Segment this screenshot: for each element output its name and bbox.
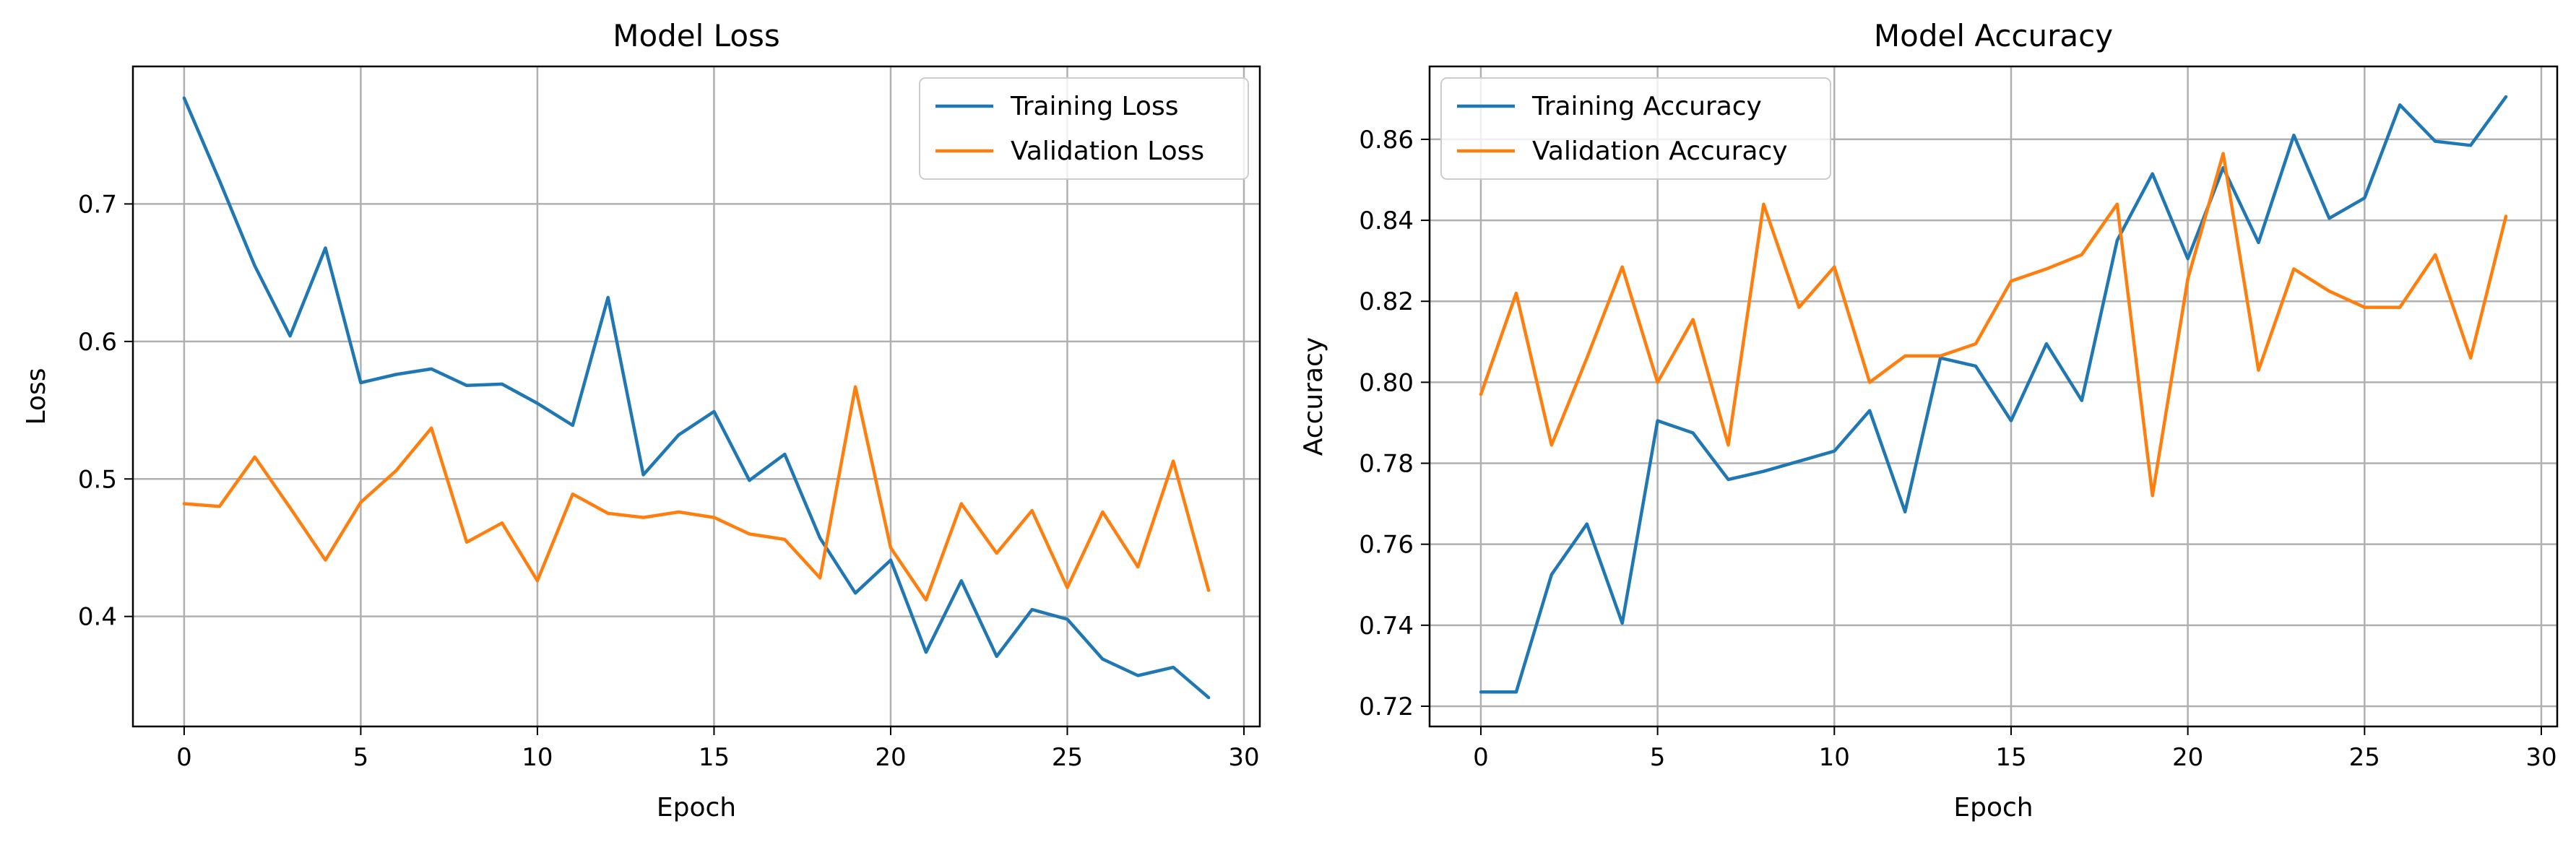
accuracy-chart-y-tick-label: 0.74 <box>1359 612 1414 641</box>
accuracy-chart-frame <box>1428 65 2559 728</box>
accuracy-chart-y-tick-label: 0.84 <box>1359 207 1414 235</box>
accuracy-chart-x-tick-label: 25 <box>2349 743 2380 772</box>
accuracy-chart-x-tick-label: 10 <box>1819 743 1850 772</box>
accuracy-chart-y-tick-label: 0.86 <box>1359 126 1414 155</box>
loss-chart-frame <box>131 65 1261 728</box>
loss-chart-x-tick-label: 0 <box>176 743 192 772</box>
accuracy-chart-series-line-training <box>1479 95 2508 694</box>
loss-chart-legend-box <box>919 77 1249 180</box>
loss-chart: 0 5 10 15 20 25 30 0.4 0.5 0.6 0.7 Model Loss Epoc… <box>22 18 1261 823</box>
loss-chart-y-axis-label: Loss <box>22 368 51 425</box>
accuracy-chart-y-tick-label: 0.78 <box>1359 450 1414 479</box>
loss-chart-series-line-validation <box>182 385 1211 602</box>
loss-chart-y-tick-label: 0.4 <box>78 603 117 632</box>
loss-chart-title: Model Loss <box>613 18 780 53</box>
loss-chart-x-tick-label: 30 <box>1228 743 1259 772</box>
accuracy-chart-legend-label: Validation Accuracy <box>1532 136 1788 166</box>
loss-chart-legend: Training Loss Validation Loss <box>919 77 1249 180</box>
loss-chart-x-tick-label: 25 <box>1052 743 1083 772</box>
accuracy-chart-x-tick-label: 5 <box>1650 743 1666 772</box>
accuracy-chart-legend-box <box>1440 77 1831 180</box>
loss-chart-series-line-training <box>182 96 1211 700</box>
accuracy-chart-y-tick-label: 0.76 <box>1359 531 1414 560</box>
accuracy-chart-x-axis-label: Epoch <box>1953 793 2033 823</box>
loss-chart-series <box>182 96 1211 700</box>
accuracy-chart-x-tick-label: 30 <box>2525 743 2556 772</box>
loss-chart-x-tick-label: 20 <box>875 743 906 772</box>
loss-chart-y-tick-label: 0.5 <box>78 465 117 494</box>
accuracy-chart-y-tick-label: 0.82 <box>1359 287 1414 316</box>
loss-chart-y-tick-label: 0.7 <box>78 190 117 219</box>
loss-chart-x-tick-label: 15 <box>699 743 730 772</box>
accuracy-chart-legend: Training Accuracy Validation Accuracy <box>1440 77 1831 180</box>
loss-chart-y-tick-label: 0.6 <box>78 328 117 357</box>
accuracy-chart-y-tick-label: 0.80 <box>1359 368 1414 397</box>
loss-chart-legend-label: Validation Loss <box>1011 136 1204 166</box>
accuracy-chart-y-tick-label: 0.72 <box>1359 693 1414 721</box>
loss-chart-legend-label: Training Loss <box>1010 92 1178 121</box>
accuracy-chart: 0 5 10 15 20 25 30 0.72 0.74 0.76 0.78 0.80 0.82 0.84… <box>1299 18 2559 823</box>
accuracy-chart-x-tick-label: 20 <box>2172 743 2203 772</box>
accuracy-chart-series-line-validation <box>1479 152 2508 498</box>
loss-chart-x-tick-label: 5 <box>353 743 369 772</box>
loss-chart-x-axis-label: Epoch <box>657 793 736 823</box>
accuracy-chart-legend-label: Training Accuracy <box>1531 92 1762 121</box>
accuracy-chart-ticks: 0 5 10 15 20 25 30 0.72 0.74 0.76 0.78 0.80 0.82 0.84… <box>1359 126 2556 772</box>
accuracy-chart-title: Model Accuracy <box>1874 18 2113 53</box>
loss-chart-x-tick-label: 10 <box>522 743 553 772</box>
accuracy-chart-y-axis-label: Accuracy <box>1299 337 1328 456</box>
accuracy-chart-x-tick-label: 0 <box>1473 743 1489 772</box>
loss-chart-ticks: 0 5 10 15 20 25 30 0.4 0.5 0.6 0.7 <box>78 190 1260 772</box>
accuracy-chart-series <box>1479 95 2508 694</box>
accuracy-chart-x-tick-label: 15 <box>1995 743 2026 772</box>
